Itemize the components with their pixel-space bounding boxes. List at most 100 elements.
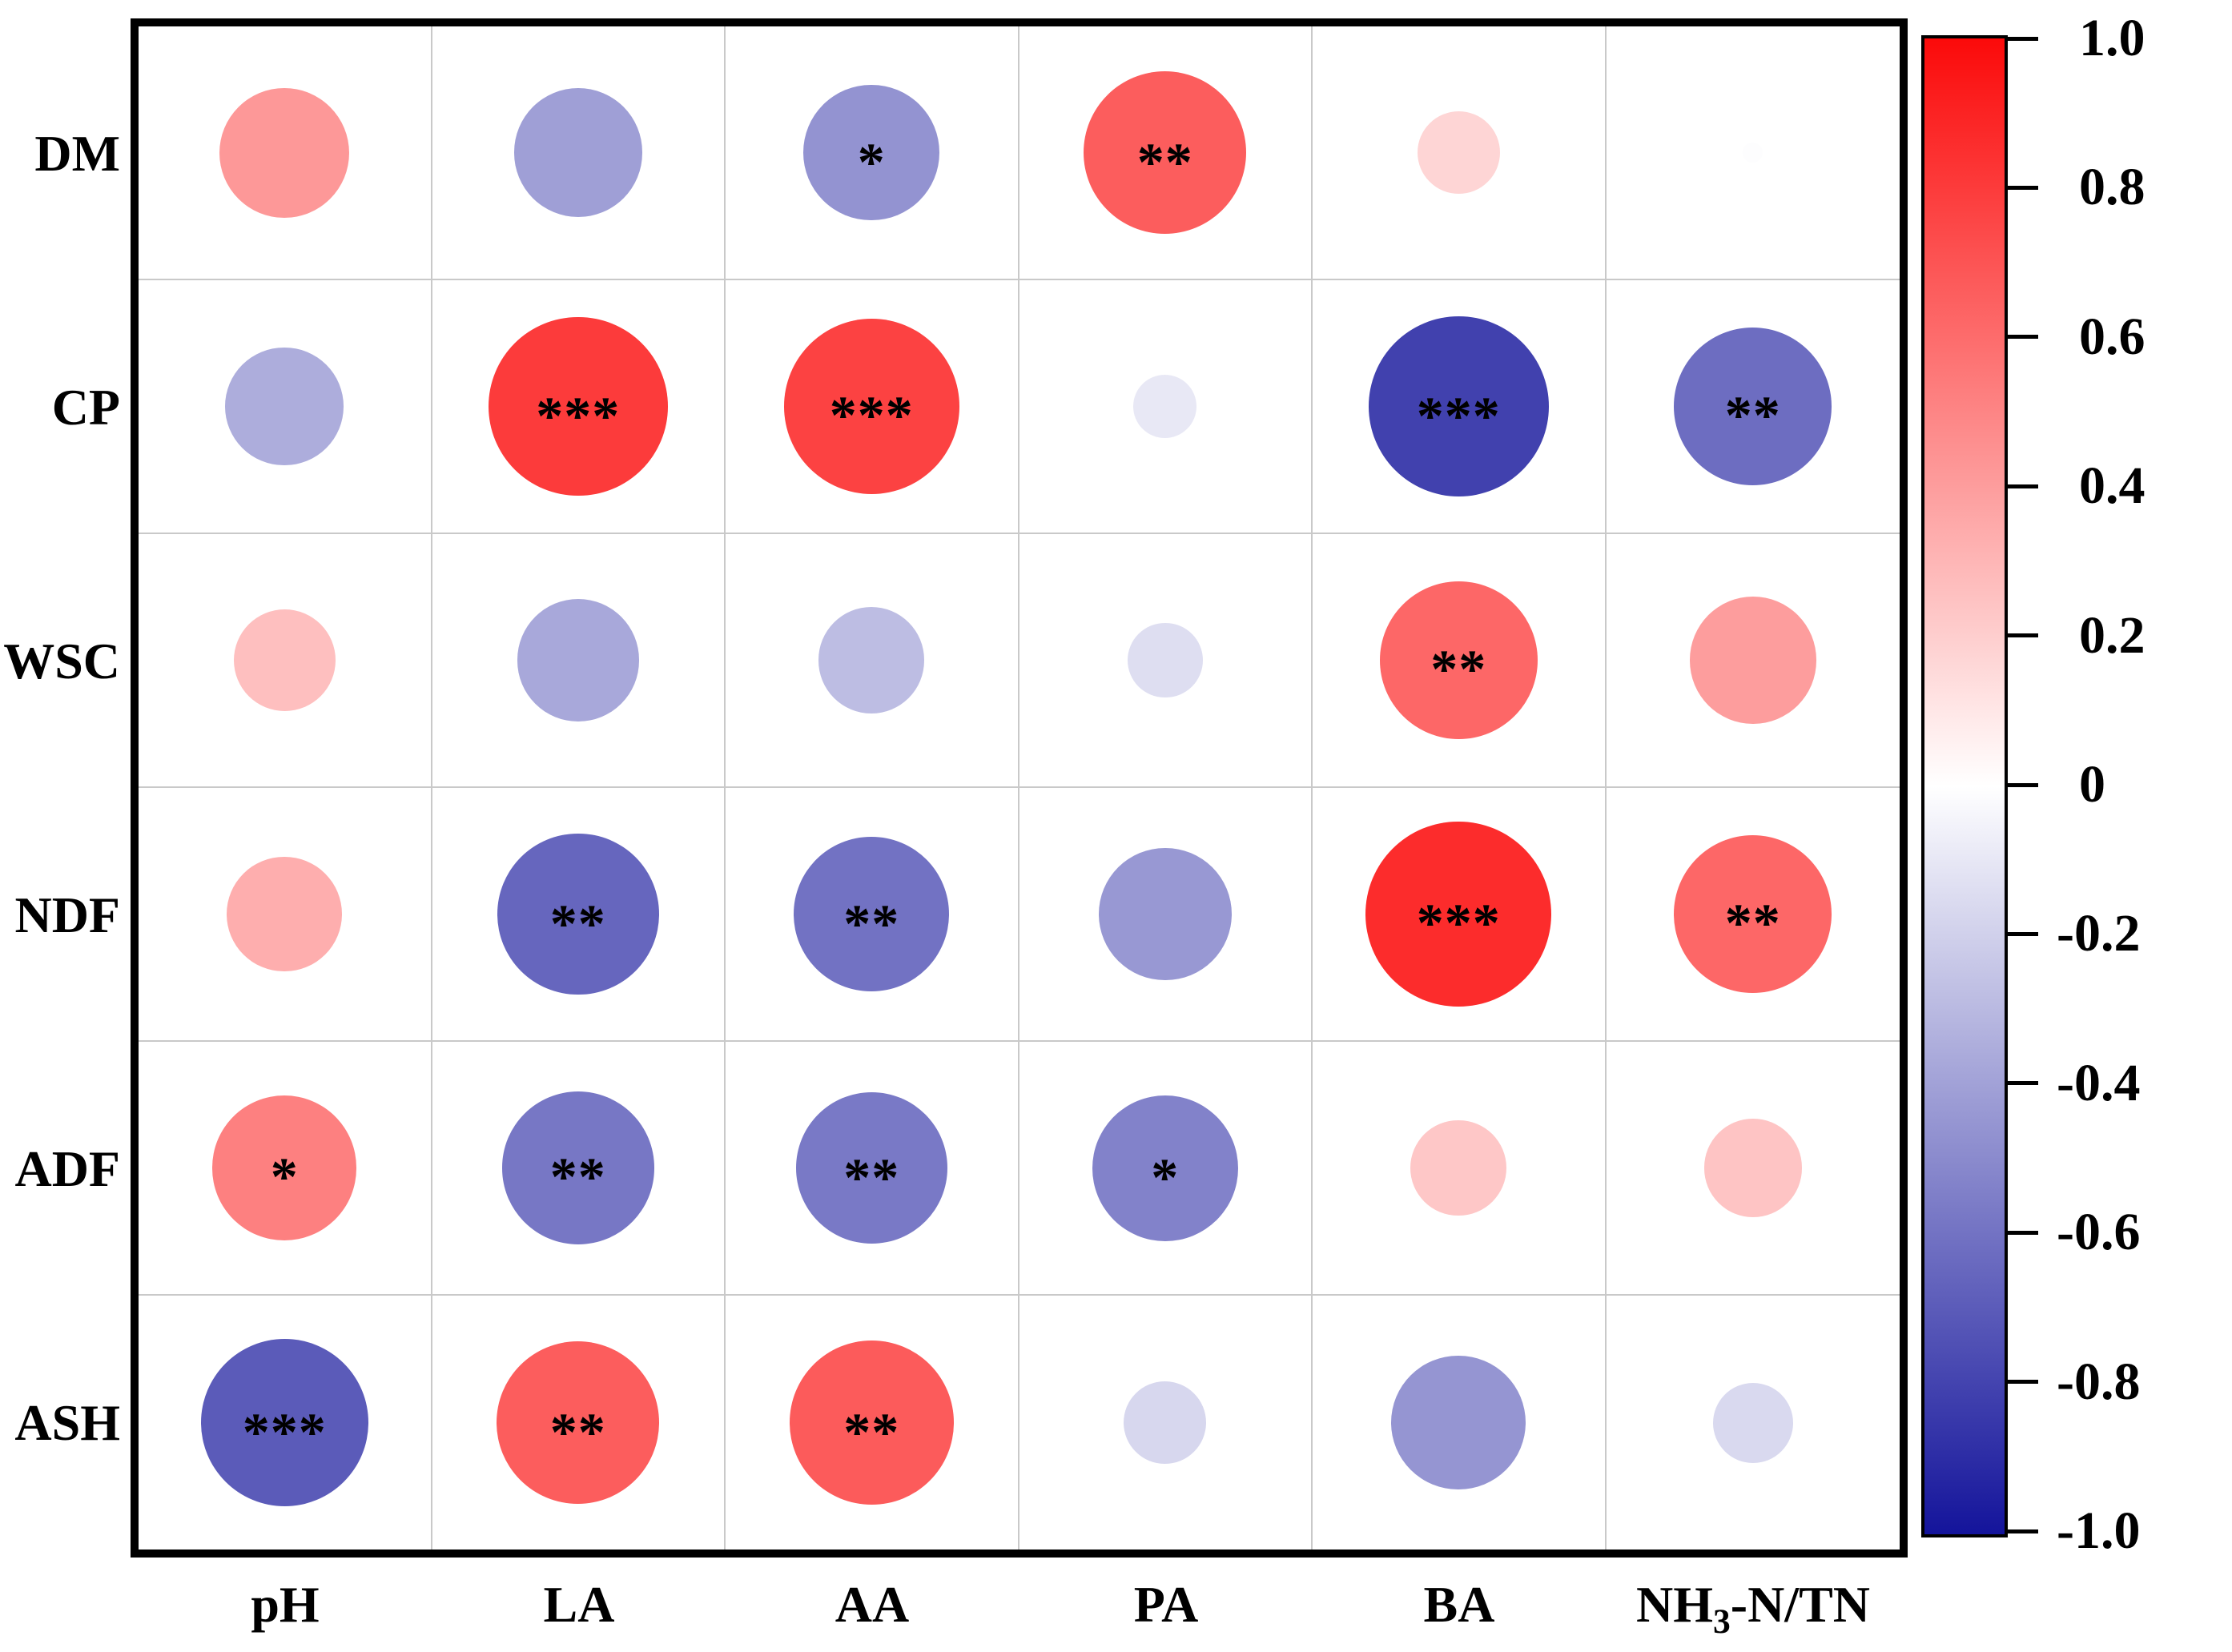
significance-stars: *** <box>829 384 914 446</box>
colorbar-tick-label: 0.2 <box>2079 606 2146 665</box>
cell-ADF-pH: * <box>139 1042 432 1296</box>
colorbar-tick <box>2008 37 2038 41</box>
cell-CP-NH3-N/TN: ** <box>1606 280 1900 534</box>
colorbar-tick-label: 0 <box>2079 755 2105 814</box>
significance-stars: ** <box>1136 131 1193 192</box>
row-label-ASH: ASH <box>14 1394 120 1451</box>
colorbar-tick <box>2008 1231 2038 1235</box>
significance-stars: ** <box>1724 384 1781 446</box>
bubble-ADF-pH: * <box>212 1095 357 1240</box>
bubble-DM-LA <box>513 88 642 217</box>
bubble-ASH-pH: *** <box>200 1338 368 1507</box>
cell-ADF-AA: ** <box>726 1042 1019 1296</box>
cell-NDF-AA: ** <box>726 788 1019 1042</box>
bubble-ASH-PA <box>1124 1381 1207 1465</box>
bubble-NDF-PA <box>1098 847 1232 981</box>
colorbar-tick <box>2008 1529 2038 1533</box>
bubble-WSC-AA <box>818 607 925 713</box>
cell-WSC-pH <box>139 534 432 788</box>
colorbar-gradient <box>1921 35 2008 1537</box>
colorbar-tick-label: -1.0 <box>2057 1501 2141 1560</box>
colorbar-tick-label: -0.6 <box>2057 1203 2141 1261</box>
colorbar-tick <box>2008 1380 2038 1384</box>
significance-stars: ** <box>549 892 606 954</box>
bubble-ADF-NH3-N/TN <box>1703 1119 1802 1217</box>
cell-ASH-pH: *** <box>139 1296 432 1550</box>
colorbar-tick-label: -0.8 <box>2057 1353 2141 1411</box>
cell-ADF-BA <box>1313 1042 1607 1296</box>
significance-stars: *** <box>1416 892 1501 954</box>
bubble-NDF-pH <box>227 856 343 972</box>
cell-NDF-LA: ** <box>432 788 726 1042</box>
cell-NDF-NH3-N/TN: ** <box>1606 788 1900 1042</box>
cell-CP-PA <box>1019 280 1313 534</box>
colorbar-tick <box>2008 932 2038 936</box>
bubble-ADF-BA <box>1410 1119 1507 1216</box>
cell-ASH-LA: ** <box>432 1296 726 1550</box>
bubble-ADF-LA: ** <box>501 1091 654 1244</box>
significance-stars: * <box>1151 1146 1180 1208</box>
row-label-NDF: NDF <box>14 886 120 943</box>
bubble-ASH-BA <box>1391 1355 1526 1490</box>
colorbar-tick <box>2008 1081 2038 1085</box>
bubble-DM-NH3-N/TN <box>1743 143 1763 163</box>
bubble-DM-PA: ** <box>1084 70 1247 235</box>
cell-ASH-AA: ** <box>726 1296 1019 1550</box>
cell-WSC-LA <box>432 534 726 788</box>
bubble-NDF-AA: ** <box>794 836 950 992</box>
bubble-ASH-NH3-N/TN <box>1712 1382 1793 1463</box>
col-label-LA: LA <box>543 1576 615 1633</box>
colorbar-tick-label: 0.4 <box>2079 456 2146 515</box>
bubble-DM-AA: * <box>803 84 940 221</box>
row-label-DM: DM <box>34 125 120 182</box>
cell-ASH-PA <box>1019 1296 1313 1550</box>
significance-stars: *** <box>242 1401 327 1462</box>
cell-CP-LA: *** <box>432 280 726 534</box>
bubble-NDF-BA: *** <box>1365 821 1552 1007</box>
bubble-CP-PA <box>1133 374 1197 439</box>
cell-NDF-BA: *** <box>1313 788 1607 1042</box>
cell-WSC-BA: ** <box>1313 534 1607 788</box>
bubble-CP-LA: *** <box>488 316 668 496</box>
colorbar-tick <box>2008 783 2038 787</box>
cell-DM-PA: ** <box>1019 26 1313 280</box>
bubble-DM-BA <box>1417 111 1500 195</box>
cell-ADF-NH3-N/TN <box>1606 1042 1900 1296</box>
significance-stars: ** <box>843 892 900 954</box>
bubble-CP-pH <box>225 347 344 466</box>
colorbar-tick <box>2008 335 2038 339</box>
bubble-CP-BA: *** <box>1368 316 1549 496</box>
cell-ASH-NH3-N/TN <box>1607 1296 1900 1550</box>
bubble-ADF-AA: ** <box>795 1092 947 1244</box>
cell-DM-AA: * <box>726 26 1019 280</box>
significance-stars: ** <box>1430 638 1487 700</box>
plot-area: * ** *** *** *** ** ** ** ** *** ** * ** ** * *** ** ** <box>131 18 1908 1558</box>
colorbar-tick-label: 0.6 <box>2079 307 2146 366</box>
bubble-WSC-BA: ** <box>1379 581 1538 739</box>
colorbar-tick-label: 1.0 <box>2079 9 2146 67</box>
bubble-WSC-NH3-N/TN <box>1689 597 1816 724</box>
significance-stars: *** <box>1416 384 1501 446</box>
colorbar-tick-label: 0.8 <box>2079 158 2146 216</box>
cell-DM-pH <box>139 26 432 280</box>
cell-ADF-PA: * <box>1019 1042 1313 1296</box>
bubble-CP-NH3-N/TN: ** <box>1674 328 1832 485</box>
col-label-AA: AA <box>834 1576 910 1633</box>
row-label-WSC: WSC <box>3 633 120 689</box>
cell-CP-AA: *** <box>726 280 1019 534</box>
cell-NDF-PA <box>1019 788 1313 1042</box>
bubble-DM-pH <box>219 87 350 218</box>
cell-DM-BA <box>1313 26 1607 280</box>
cell-WSC-NH3-N/TN <box>1606 534 1900 788</box>
cell-DM-LA <box>432 26 726 280</box>
cell-ASH-BA <box>1313 1296 1607 1550</box>
bubble-CP-AA: *** <box>783 318 959 495</box>
cell-CP-BA: *** <box>1313 280 1607 534</box>
cell-DM-NH3-N/TN <box>1606 26 1900 280</box>
significance-stars: ** <box>1724 892 1781 954</box>
significance-stars: ** <box>549 1401 606 1462</box>
col-label-pH: pH <box>251 1576 320 1633</box>
bubble-WSC-PA <box>1128 622 1203 698</box>
significance-stars: * <box>857 131 886 192</box>
